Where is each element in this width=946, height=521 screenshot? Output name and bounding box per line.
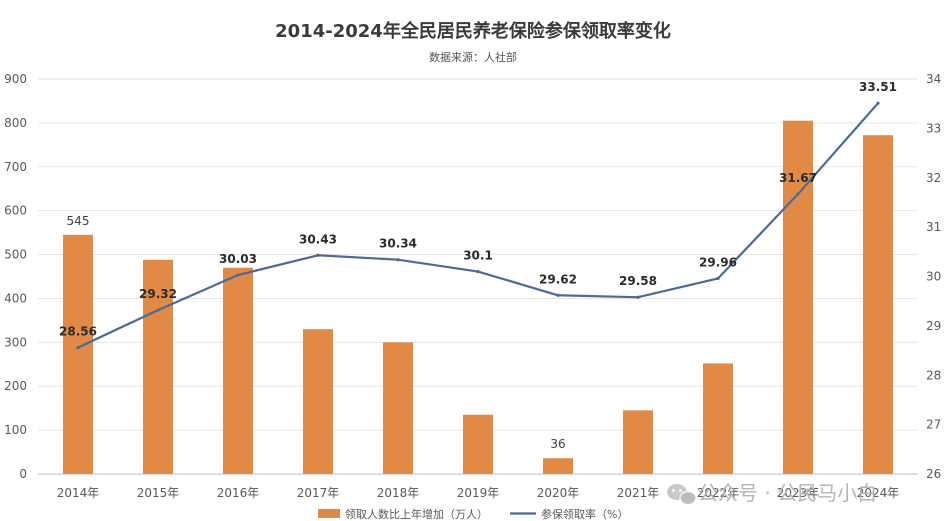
line-point (716, 276, 720, 281)
line-value-label: 29.58 (619, 274, 657, 288)
y-left-tick-label: 300 (4, 335, 27, 349)
line-point (636, 295, 640, 299)
legend: 领取人数比上年增加（万人） 参保领取率（%） (318, 507, 628, 521)
gridlines (38, 78, 918, 475)
bar-value-label: 36 (550, 437, 565, 451)
bar (863, 135, 893, 474)
bar (143, 259, 173, 474)
line-point (796, 192, 800, 196)
line-point (76, 346, 80, 350)
legend-label-bar: 领取人数比上年增加（万人） (345, 507, 488, 521)
watermark: 公众号 · 公民马小白 (667, 481, 877, 506)
x-tick-label: 2015年 (137, 486, 180, 500)
y-left-tick-label: 200 (4, 379, 27, 393)
y-left-tick-label: 800 (4, 116, 27, 130)
y-left-tick-label: 600 (4, 204, 27, 218)
line-point (396, 258, 400, 262)
x-tick-label: 2014年 (57, 486, 100, 500)
y-right-tick-label: 26 (926, 467, 941, 481)
y-right-tick-label: 30 (926, 270, 941, 284)
y-left-tick-label: 500 (4, 248, 27, 262)
data-labels: 545 36 28.56 29.32 30.03 30.43 30.34 30.1 29.62 2… (59, 80, 897, 451)
chart-title: 2014-2024年全民居民养老保险参保领取率变化 (275, 20, 671, 42)
line-point (156, 308, 160, 312)
line-value-label: 29.32 (139, 287, 177, 301)
bar (783, 120, 813, 474)
watermark-text: 公众号 · 公民马小白 (698, 481, 877, 505)
line-value-label: 30.43 (299, 232, 337, 246)
line-point (876, 101, 880, 105)
y-right-tick-label: 34 (926, 72, 941, 86)
bar (63, 234, 93, 474)
x-tick-label: 2018年 (377, 486, 420, 500)
bar (703, 363, 733, 474)
x-tick-label: 2019年 (457, 486, 500, 500)
bar-series (63, 120, 893, 474)
y-left-tick-label: 0 (19, 467, 27, 481)
bar-value-label: 545 (67, 214, 90, 228)
y-left-tick-label: 700 (4, 160, 27, 174)
x-tick-label: 2022年 (697, 486, 740, 500)
x-tick-label: 2024年 (857, 486, 900, 500)
line-value-label: 28.56 (59, 325, 97, 339)
axes: 0 100 200 300 400 500 600 700 800 900 26 27 28 29 30 31… (4, 72, 941, 500)
wechat-icon (667, 484, 697, 506)
line-path (77, 102, 879, 349)
y-left-tick-label: 900 (4, 72, 27, 86)
bar (463, 414, 493, 474)
bar (623, 410, 653, 474)
y-left-tick-label: 400 (4, 291, 27, 305)
line-series (76, 101, 880, 350)
line-point (316, 253, 320, 257)
line-point (476, 269, 480, 274)
bar (383, 342, 413, 474)
bar (303, 329, 333, 474)
bar (223, 267, 253, 474)
x-tick-label: 2023年 (777, 486, 820, 500)
line-point (556, 293, 560, 297)
x-tick-label: 2017年 (297, 486, 340, 500)
line-value-label: 30.03 (219, 252, 257, 266)
line-value-label: 33.51 (859, 80, 897, 94)
x-tick-label: 2020年 (537, 486, 580, 500)
y-right-tick-label: 28 (926, 368, 941, 382)
legend-label-line: 参保领取率（%） (541, 507, 628, 521)
y-right-tick-label: 31 (926, 220, 941, 234)
line-value-label: 29.96 (699, 255, 737, 269)
line-value-label: 31.67 (779, 171, 817, 185)
line-value-label: 30.1 (463, 249, 493, 263)
y-right-tick-label: 29 (926, 319, 941, 333)
x-tick-label: 2021年 (617, 486, 660, 500)
bar (543, 458, 573, 474)
legend-swatch-bar (318, 509, 340, 518)
line-value-label: 29.62 (539, 272, 577, 286)
line-point (236, 273, 240, 277)
line-value-label: 30.34 (379, 237, 417, 251)
y-right-tick-label: 33 (926, 121, 941, 135)
y-right-tick-label: 32 (926, 171, 941, 185)
y-left-tick-label: 100 (4, 423, 27, 437)
y-right-tick-label: 27 (926, 418, 941, 432)
chart-subtitle: 数据来源：人社部 (429, 50, 517, 64)
x-tick-label: 2016年 (217, 486, 260, 500)
